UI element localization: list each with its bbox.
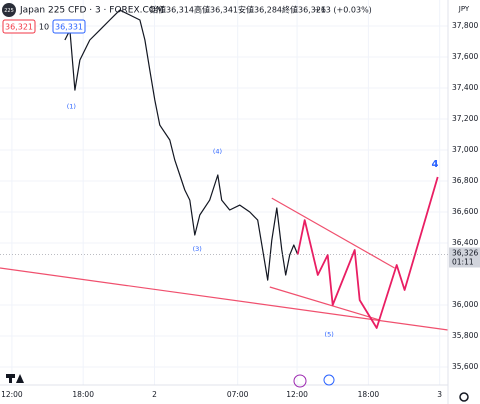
countdown: 01:11 xyxy=(452,257,474,266)
y-tick-label: 35,800 xyxy=(452,331,478,340)
wave-label: (1) xyxy=(67,103,76,111)
spread: 10 xyxy=(39,23,49,32)
y-tick-label: 35,600 xyxy=(452,362,478,371)
ohlc-label: 終値 xyxy=(282,5,298,15)
ask-box[interactable] xyxy=(52,19,86,34)
ohlc-value: 36,314 xyxy=(166,6,194,15)
y-tick-label: 36,600 xyxy=(452,207,478,216)
wave-label: (4) xyxy=(213,148,222,156)
trendline xyxy=(271,197,395,269)
y-tick-label: 37,200 xyxy=(452,114,478,123)
axes: 35,600 35,800 36,000 36,400 36,600 36,800 37,0… xyxy=(0,21,480,399)
symbol-logo xyxy=(2,3,16,17)
y-tick-label: 36,000 xyxy=(452,300,478,309)
wave-icon[interactable] xyxy=(323,374,335,386)
tv-logo[interactable] xyxy=(6,374,24,383)
x-tick-label: 07:00 xyxy=(227,390,249,399)
series-line xyxy=(296,176,439,329)
ask[interactable]: 36,331 xyxy=(55,23,83,32)
y-tick-label: 37,800 xyxy=(452,21,478,30)
event-icon[interactable] xyxy=(293,374,307,388)
ohlc-value: 36,341 xyxy=(210,6,238,15)
bid[interactable]: 36,321 xyxy=(5,23,33,32)
last-price: 36,326 xyxy=(452,248,478,257)
wave-label: (5) xyxy=(325,330,334,338)
wave-label: (3) xyxy=(193,245,202,253)
ohlc-value: 36,326 xyxy=(298,6,326,15)
ohlc-label: 高値 xyxy=(194,5,210,15)
logo-part xyxy=(9,374,12,383)
x-tick-label: 2 xyxy=(152,390,157,399)
trendline xyxy=(0,267,449,331)
x-tick-label: 12:00 xyxy=(1,390,23,399)
currency: JPY xyxy=(458,5,470,13)
ohlc: 始値 36,314 高値 36,341 安値 36,284 終値 36,326+13 (+0.… xyxy=(150,5,372,15)
last-price-box xyxy=(449,247,480,268)
ohlc-value: 36,284 xyxy=(254,6,282,15)
y-tick-label: 37,600 xyxy=(452,52,478,61)
settings-icon[interactable] xyxy=(459,392,469,402)
ohlc-label: 安値 xyxy=(238,5,254,15)
x-tick-label: 12:00 xyxy=(286,390,308,399)
symbol[interactable]: Japan 225 CFD · 3 · FOREX.COM xyxy=(19,6,164,16)
change: +13 (+0.03%) xyxy=(314,6,372,15)
y-tick-label: 36,400 xyxy=(452,238,478,247)
logo-part xyxy=(16,374,24,383)
trendline xyxy=(269,286,380,321)
x-tick-label: 18:00 xyxy=(358,390,380,399)
logo-text: 225 xyxy=(4,8,14,14)
plot-area: (1) (3) (4) (5) 4 xyxy=(0,0,449,385)
wave-label: 4 xyxy=(431,159,438,170)
y-tick-label: 37,000 xyxy=(452,145,478,154)
y-tick-label: 37,400 xyxy=(452,83,478,92)
bid-box[interactable] xyxy=(2,19,36,34)
x-tick-label: 3 xyxy=(437,390,442,399)
y-tick-label: 36,800 xyxy=(452,176,478,185)
ohlc-label: 始値 xyxy=(150,5,166,15)
x-tick-label: 18:00 xyxy=(72,390,94,399)
series-line xyxy=(64,9,299,281)
